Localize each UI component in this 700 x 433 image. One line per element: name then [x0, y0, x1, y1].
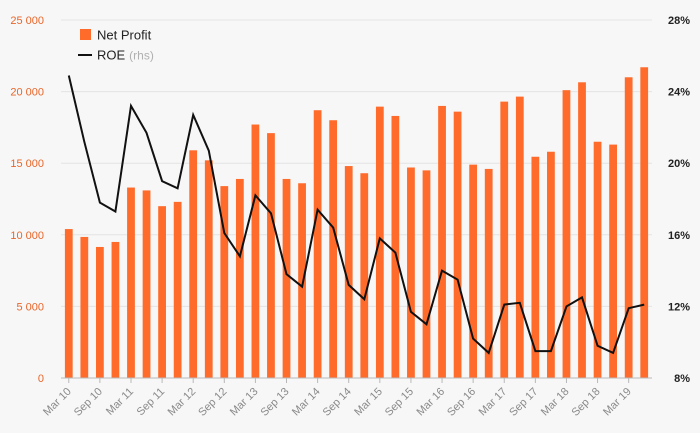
net-profit-bar [593, 141, 602, 378]
net-profit-bar [515, 96, 524, 378]
x-tick-label: Mar 11 [104, 386, 136, 418]
net-profit-bars [64, 67, 649, 379]
left-axis: 0 5 000 10 000 15 000 20 000 25 000 [10, 15, 44, 385]
net-profit-bar [547, 151, 555, 378]
y-left-tick-label: 20 000 [10, 87, 44, 99]
y-right-tick-label: 8% [674, 373, 690, 385]
x-tick-label: Sep 11 [135, 386, 168, 419]
legend-net-profit-swatch [80, 29, 91, 40]
x-tick-label: Sep 18 [570, 386, 603, 419]
roe-line [67, 75, 645, 355]
net-profit-bar [624, 77, 633, 378]
x-tick-label: Sep 17 [507, 386, 540, 419]
net-profit-bar [111, 241, 120, 378]
net-profit-bar [220, 186, 229, 378]
x-tick-label: Mar 17 [477, 386, 510, 419]
net-profit-bar [438, 105, 446, 379]
legend-roe-name: ROE [97, 48, 126, 63]
net-profit-bar [251, 124, 260, 378]
net-profit-bar [95, 246, 104, 378]
y-left-tick-label: 10 000 [10, 230, 44, 242]
x-tick-label: Mar 19 [601, 386, 634, 419]
net-profit-bar [282, 178, 291, 378]
roe-line-group [67, 75, 645, 355]
net-profit-bar [189, 150, 198, 378]
net-profit-bar [422, 170, 431, 378]
y-left-tick-label: 5 000 [16, 301, 44, 313]
y-right-tick-label: 20% [668, 158, 690, 170]
net-profit-bar [204, 160, 213, 378]
net-profit-bar [407, 167, 415, 378]
net-profit-bar [142, 190, 151, 378]
x-tick-label: Mar 12 [166, 386, 199, 419]
net-profit-bar [267, 133, 275, 378]
y-left-tick-label: 25 000 [10, 15, 44, 27]
net-profit-bar [313, 110, 322, 378]
x-tick-label: Sep 12 [196, 386, 229, 419]
net-profit-bar [484, 168, 493, 378]
x-tick-label: Mar 10 [41, 386, 74, 419]
net-profit-bar [344, 166, 353, 378]
net-profit-bar [80, 236, 89, 378]
y-right-tick-label: 24% [668, 87, 690, 99]
y-left-tick-label: 0 [38, 373, 44, 385]
y-right-tick-label: 16% [668, 230, 690, 242]
x-tick-label: Mar 13 [228, 386, 261, 419]
net-profit-bar [391, 115, 400, 378]
net-profit-bar [578, 82, 586, 379]
net-profit-bar [173, 201, 182, 378]
net-profit-bar [640, 67, 649, 379]
y-right-tick-label: 12% [668, 301, 690, 313]
net-profit-bar [158, 206, 166, 378]
net-profit-bar [298, 183, 306, 378]
x-tick-label: Sep 16 [445, 386, 478, 419]
legend-roe-suffix: (rhs) [129, 49, 154, 63]
net-profit-bar [329, 120, 338, 379]
net-profit-bar [453, 111, 462, 378]
legend: Net Profit ROE (rhs) [78, 28, 154, 63]
net-profit-bar [562, 90, 571, 378]
net-profit-bar [469, 164, 478, 378]
x-tick-label: Sep 15 [383, 386, 416, 419]
x-tick-label: Mar 15 [352, 386, 385, 419]
net-profit-bar [609, 144, 618, 378]
net-profit-bar [64, 229, 73, 378]
x-tick-label: Sep 10 [72, 386, 105, 419]
y-right-tick-label: 28% [668, 15, 690, 27]
legend-net-profit-label: Net Profit [97, 28, 152, 43]
x-tick-label: Sep 13 [258, 386, 291, 419]
net-profit-bar [127, 187, 135, 378]
x-tick-label: Mar 16 [414, 386, 447, 419]
y-left-tick-label: 15 000 [10, 158, 44, 170]
net-profit-bar [531, 156, 540, 378]
net-profit-bar [235, 178, 244, 378]
x-tick-label: Mar 14 [290, 386, 323, 419]
right-axis: 8% 12% 16% 20% 24% 28% [668, 15, 690, 385]
x-tick-label: Sep 14 [321, 386, 354, 419]
net-profit-bar [360, 173, 369, 378]
net-profit-bar [500, 101, 509, 379]
x-tick-label: Mar 18 [539, 386, 572, 419]
legend-roe-label: ROE (rhs) [97, 48, 154, 63]
